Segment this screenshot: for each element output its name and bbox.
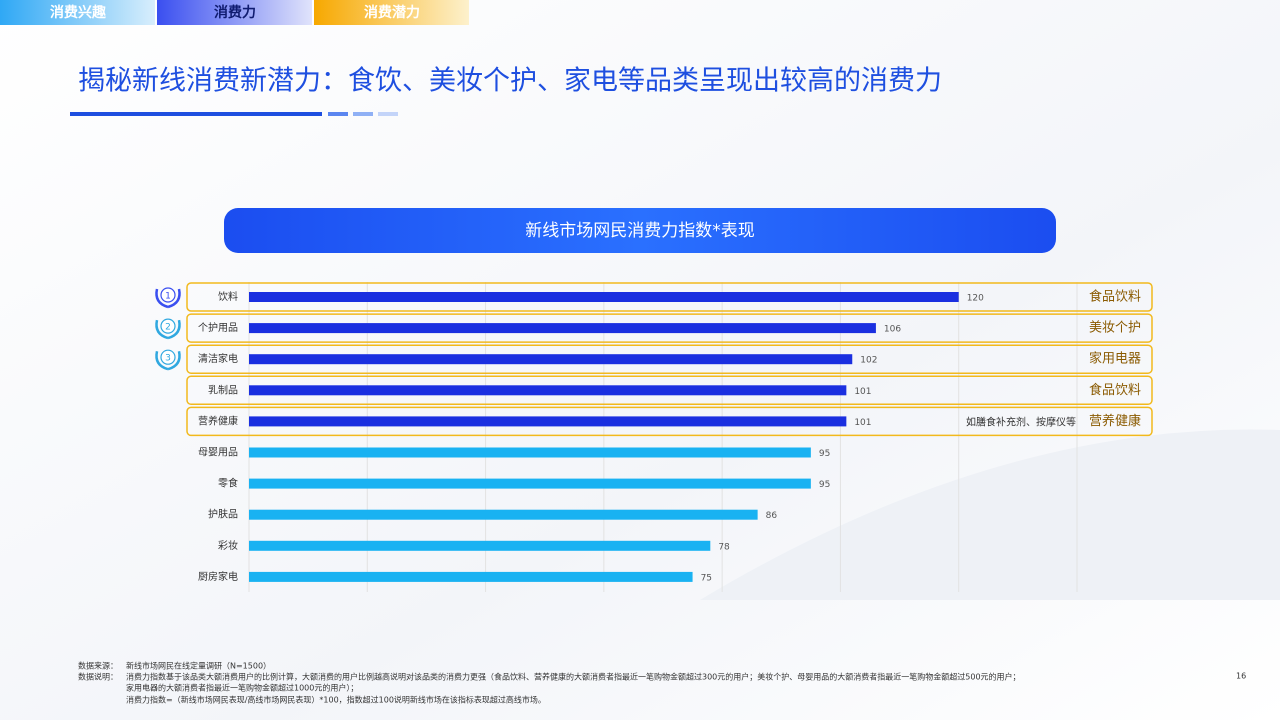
category-label: 乳制品 [208,383,238,396]
chart-title: 新线市场网民消费力指数*表现 [525,221,755,241]
title-dash [353,112,373,116]
category-label: 母婴用品 [198,447,238,459]
rank-laurel [155,350,181,371]
bar [249,385,847,396]
rank-number: 3 [165,354,171,364]
value-label: 86 [766,511,778,521]
highlight-box [186,375,1153,406]
bar [249,447,811,458]
highlight-box [186,282,1153,312]
value-label: 95 [819,449,830,459]
rank-badge [160,349,176,365]
page-number: 16 [1236,672,1246,681]
bar [249,509,758,520]
value-label: 95 [819,480,830,490]
slide-title: 揭秘新线消费新潜力：食饮、美妆个护、家电等品类呈现出较高的消费力 [78,66,942,97]
category-label: 营养健康 [198,414,238,427]
annotation: 如膳食补充剂、按摩仪等 [966,415,1076,428]
highlight-box [186,313,1153,343]
tab[interactable] [0,0,155,25]
rank-badge [160,318,176,334]
title-dash [378,112,398,116]
value-label: 102 [860,356,877,366]
tab-label[interactable]: 消费潜力 [364,4,420,21]
rank-laurel [155,288,181,309]
bar [249,323,876,334]
bar [249,292,959,302]
footnote: 家用电器的大额消费者指最近一笔购物金额超过1000元的用户）； [126,683,358,693]
group-label: 美妆个护 [1089,321,1141,336]
category-label: 零食 [218,477,238,490]
bar [249,571,693,582]
bar [249,354,853,365]
category-label: 厨房家电 [198,570,238,583]
title-underline [70,112,322,116]
highlight-box [186,344,1153,374]
category-label: 护肤品 [208,508,238,521]
chart-title-pill [224,208,1056,253]
category-label: 清洁家电 [198,352,238,365]
value-label: 106 [884,325,901,335]
value-label: 75 [701,573,712,583]
footnote: 消费力指数基于该品类大额消费用户的比例计算，大额消费的用户比例越高说明对该品类的… [126,672,1021,682]
group-label: 食品饮料 [1089,382,1141,398]
category-label: 彩妆 [218,539,238,552]
rank-number: 1 [165,292,171,302]
value-label: 101 [854,387,871,397]
tab-label[interactable]: 消费力 [214,4,256,21]
footnote: 消费力指数=（新线市场网民表现/高线市场网民表现）*100，指数超过100说明新… [126,695,546,705]
highlight-box [186,406,1153,437]
tab[interactable] [157,0,312,25]
title-dash [328,112,348,116]
category-label: 个护用品 [198,321,238,334]
tab-label[interactable]: 消费兴趣 [50,4,107,21]
tab[interactable] [314,0,469,25]
swoosh [700,429,1280,600]
group-label: 食品饮料 [1089,289,1141,305]
footnote: 新线市场网民在线定量调研（N=1500） [126,661,271,671]
rank-laurel [155,319,181,340]
value-label: 120 [967,294,984,304]
footnote-label: 数据说明： [78,672,118,682]
rank-badge [160,287,176,303]
bar [249,416,847,427]
group-label: 营养健康 [1089,413,1141,429]
bar [249,540,711,551]
value-label: 101 [854,418,871,428]
group-label: 家用电器 [1089,351,1141,367]
value-label: 78 [718,542,730,552]
bar [249,478,811,489]
footnote-label: 数据来源： [78,661,118,671]
rank-number: 2 [165,323,171,333]
category-label: 饮料 [218,290,238,303]
